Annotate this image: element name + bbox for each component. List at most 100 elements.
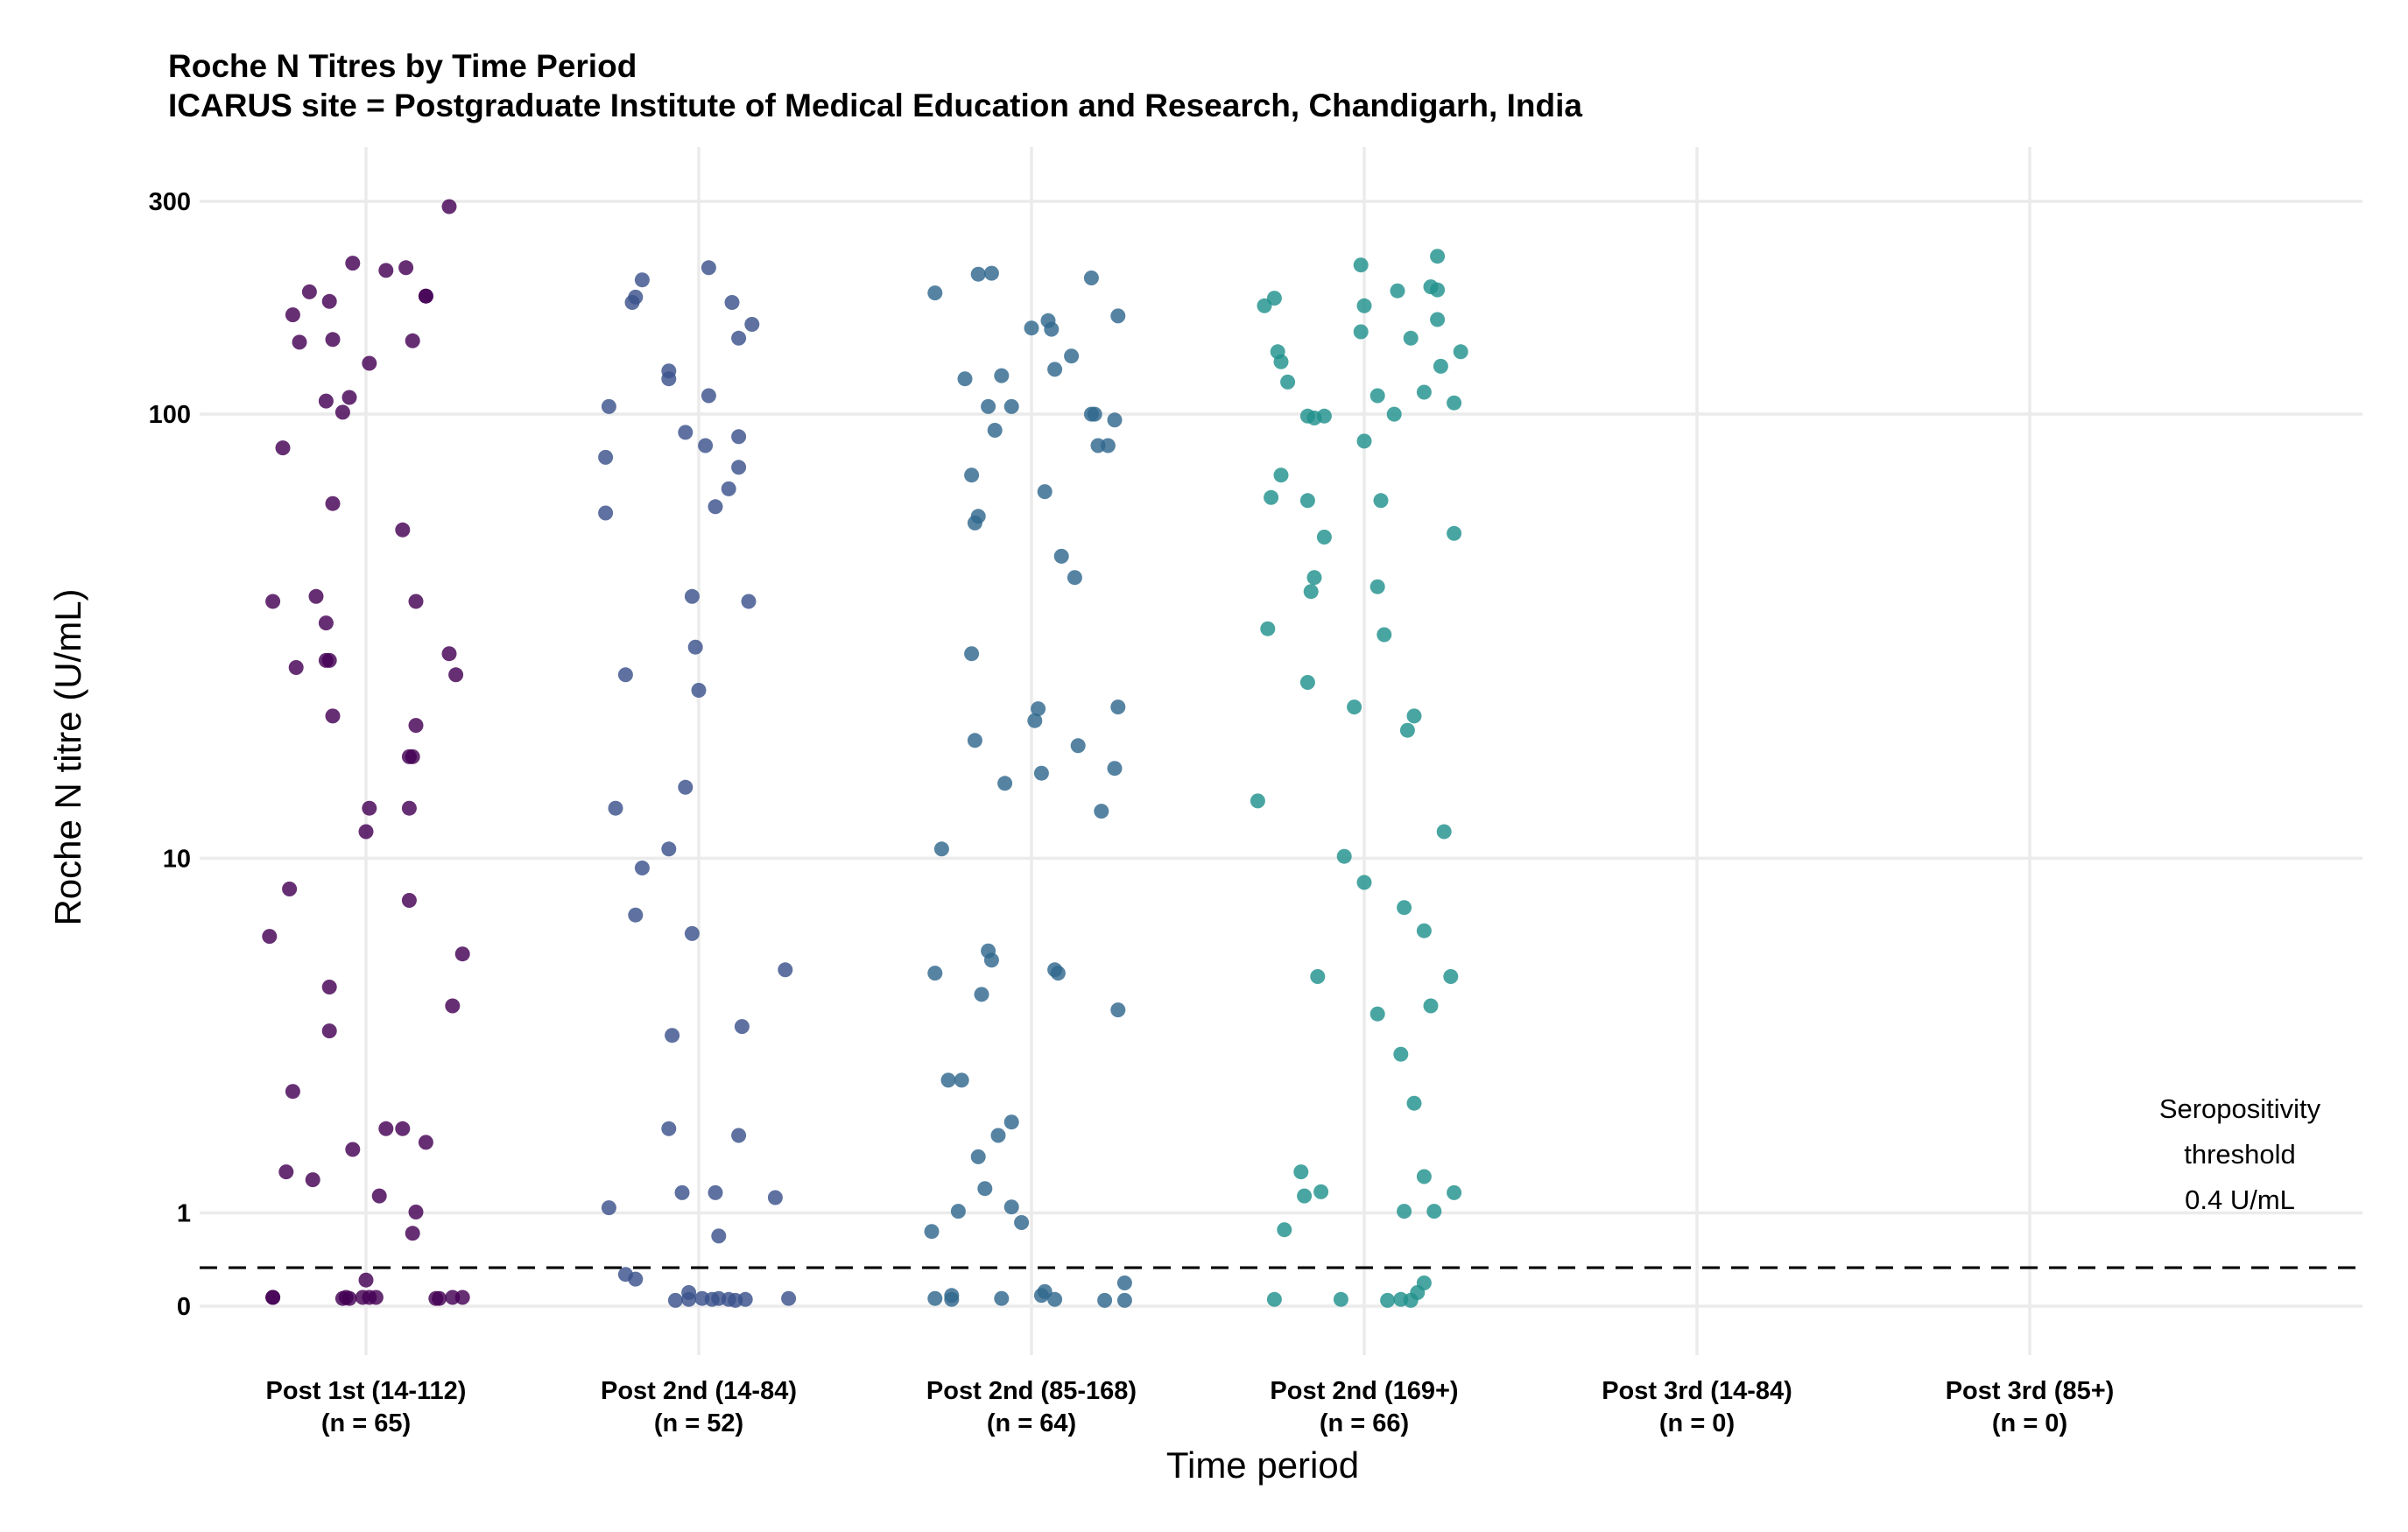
data-point bbox=[275, 440, 291, 456]
data-point bbox=[325, 495, 341, 511]
data-point bbox=[292, 334, 307, 350]
y-tick-label: 300 bbox=[149, 188, 191, 216]
threshold-label: Seropositivity threshold 0.4 U/mL bbox=[2159, 1093, 2321, 1215]
data-point bbox=[967, 515, 982, 531]
data-point bbox=[1087, 406, 1102, 422]
threshold-label-line-3: 0.4 U/mL bbox=[2185, 1184, 2295, 1215]
data-point bbox=[1070, 738, 1086, 754]
data-point bbox=[598, 449, 614, 465]
data-point bbox=[1293, 1164, 1309, 1180]
data-point bbox=[1083, 271, 1099, 285]
y-tick-label: 1 bbox=[177, 1200, 191, 1228]
data-point bbox=[345, 1142, 361, 1157]
data-point bbox=[318, 393, 334, 409]
data-point bbox=[698, 438, 714, 453]
data-point bbox=[318, 615, 334, 631]
data-point bbox=[1260, 621, 1276, 636]
data-point bbox=[681, 1291, 697, 1307]
data-point bbox=[687, 639, 703, 655]
data-point bbox=[1416, 923, 1432, 938]
data-point bbox=[288, 660, 304, 675]
data-point bbox=[617, 667, 633, 683]
data-point bbox=[441, 646, 457, 662]
data-point bbox=[1047, 362, 1063, 377]
data-point bbox=[398, 260, 414, 276]
data-point bbox=[601, 398, 616, 414]
data-point bbox=[1353, 324, 1369, 340]
data-point bbox=[401, 800, 417, 816]
data-point bbox=[731, 1128, 747, 1143]
data-point bbox=[285, 307, 300, 323]
data-point bbox=[1397, 1204, 1412, 1219]
x-axis-label: Time period bbox=[1166, 1444, 1359, 1486]
data-point bbox=[1369, 388, 1385, 404]
data-point bbox=[418, 1135, 433, 1150]
data-point bbox=[321, 293, 337, 309]
data-point bbox=[691, 683, 707, 698]
data-point bbox=[1436, 824, 1452, 840]
data-point bbox=[1053, 548, 1069, 564]
data-point bbox=[731, 330, 747, 346]
data-point bbox=[964, 646, 980, 662]
data-point bbox=[265, 594, 281, 609]
data-point bbox=[454, 1290, 470, 1305]
data-point bbox=[1033, 1288, 1049, 1304]
data-point bbox=[970, 266, 986, 282]
data-point bbox=[981, 398, 996, 414]
data-point bbox=[321, 980, 337, 994]
data-point bbox=[601, 1200, 616, 1216]
data-point bbox=[1399, 722, 1415, 738]
data-point bbox=[441, 199, 457, 214]
data-point bbox=[448, 667, 464, 683]
data-point bbox=[1430, 282, 1446, 298]
data-point bbox=[994, 1290, 1010, 1306]
data-point bbox=[708, 499, 723, 515]
data-point bbox=[1406, 1095, 1422, 1111]
gridlines bbox=[200, 147, 2362, 1355]
data-point bbox=[708, 1184, 723, 1200]
data-point bbox=[378, 1121, 394, 1136]
data-point bbox=[395, 1121, 411, 1136]
data-point bbox=[701, 260, 716, 276]
data-point bbox=[1453, 344, 1468, 360]
data-point bbox=[924, 1224, 940, 1240]
x-axis-ticks: Post 1st (14-112) (n = 65) Post 2nd (14-84… bbox=[266, 1377, 2115, 1437]
chart-subtitle: ICARUS site = Postgraduate Institute of … bbox=[168, 88, 1582, 123]
data-point bbox=[628, 1271, 644, 1287]
data-point bbox=[1316, 530, 1332, 545]
data-point bbox=[967, 733, 982, 748]
data-point bbox=[684, 588, 700, 604]
data-point bbox=[950, 1204, 966, 1219]
data-point bbox=[341, 390, 357, 405]
data-point bbox=[954, 1072, 969, 1088]
data-point bbox=[1377, 627, 1392, 643]
data-point bbox=[741, 594, 757, 609]
data-point bbox=[634, 861, 650, 875]
data-point bbox=[927, 966, 943, 981]
data-point bbox=[940, 1072, 956, 1088]
data-point bbox=[1037, 484, 1053, 500]
data-point bbox=[362, 355, 377, 371]
data-point bbox=[1306, 570, 1322, 586]
data-point bbox=[731, 460, 747, 475]
data-point bbox=[1107, 761, 1123, 777]
data-point bbox=[1430, 312, 1446, 327]
data-point bbox=[977, 1181, 993, 1197]
data-point bbox=[1110, 1002, 1126, 1018]
data-point bbox=[1369, 579, 1385, 594]
data-point bbox=[432, 1290, 447, 1306]
data-point bbox=[1356, 875, 1372, 890]
y-axis-label: Roche N titre (U/mL) bbox=[47, 588, 88, 925]
data-point bbox=[358, 1272, 374, 1288]
data-point bbox=[1273, 354, 1289, 369]
x-tick-label: Post 2nd (14-84) bbox=[601, 1377, 797, 1405]
data-point bbox=[1024, 320, 1039, 336]
data-point bbox=[1110, 308, 1126, 324]
data-point bbox=[1313, 1184, 1329, 1199]
data-point bbox=[1447, 395, 1462, 411]
data-point bbox=[1380, 1292, 1396, 1308]
x-tick-label: Post 2nd (169+) bbox=[1270, 1377, 1458, 1405]
data-point bbox=[1403, 1292, 1419, 1308]
data-point bbox=[405, 1226, 420, 1241]
data-point bbox=[661, 371, 677, 387]
